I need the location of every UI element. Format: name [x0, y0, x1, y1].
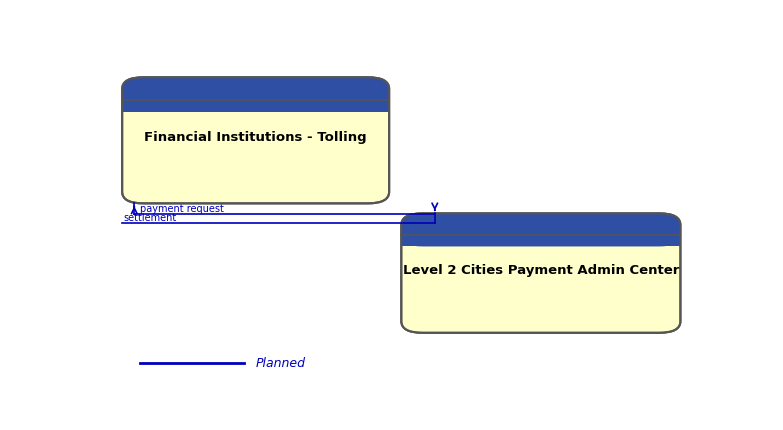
- Text: Level 2 Cities Payment Admin Center: Level 2 Cities Payment Admin Center: [402, 263, 679, 276]
- Text: settlement: settlement: [124, 213, 177, 223]
- Bar: [122, 87, 389, 112]
- FancyBboxPatch shape: [122, 78, 389, 204]
- Text: Planned: Planned: [256, 356, 305, 369]
- Text: payment request: payment request: [140, 203, 224, 213]
- FancyBboxPatch shape: [122, 78, 389, 112]
- Text: Financial Institutions - Tolling: Financial Institutions - Tolling: [144, 130, 367, 143]
- FancyBboxPatch shape: [402, 214, 680, 247]
- FancyBboxPatch shape: [402, 214, 680, 333]
- Bar: [402, 222, 680, 247]
